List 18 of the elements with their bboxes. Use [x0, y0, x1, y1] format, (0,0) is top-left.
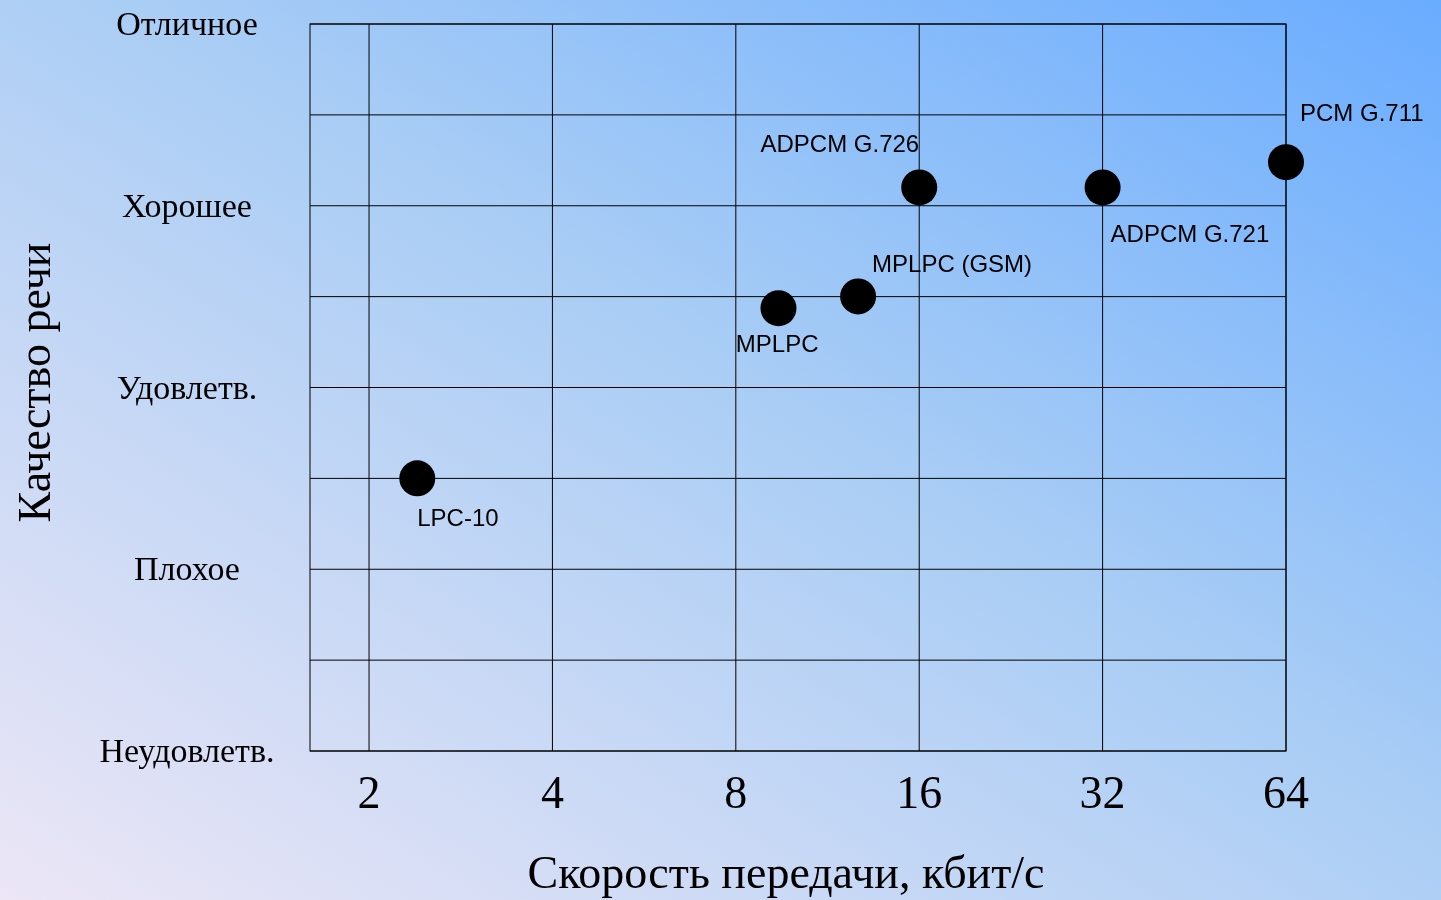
annotation: PCM G.711 — [1300, 99, 1424, 127]
x-axis-title: Скорость передачи, кбит/с — [527, 847, 1045, 898]
text: Неудовлетв. — [99, 732, 275, 769]
x-tick-label: 32 — [1079, 767, 1126, 818]
x-tick-label: 2 — [357, 767, 381, 818]
x-tick-label: 4 — [540, 767, 564, 818]
x-tick-label: 64 — [1263, 767, 1309, 818]
text: Качество речи — [9, 242, 60, 523]
x-tick-label: 16 — [896, 767, 943, 818]
text: Удовлетв. — [116, 368, 258, 406]
annotation: LPC-10 — [417, 504, 499, 532]
text: Плохое — [134, 550, 240, 588]
annotation: MPLPC — [735, 330, 819, 358]
text: Отличное — [116, 5, 258, 42]
annotation: ADPCM G.721 — [1110, 220, 1270, 248]
annotation: ADPCM G.726 — [760, 130, 920, 158]
x-tick-label: 8 — [724, 767, 748, 818]
text: Хорошее — [122, 186, 252, 224]
